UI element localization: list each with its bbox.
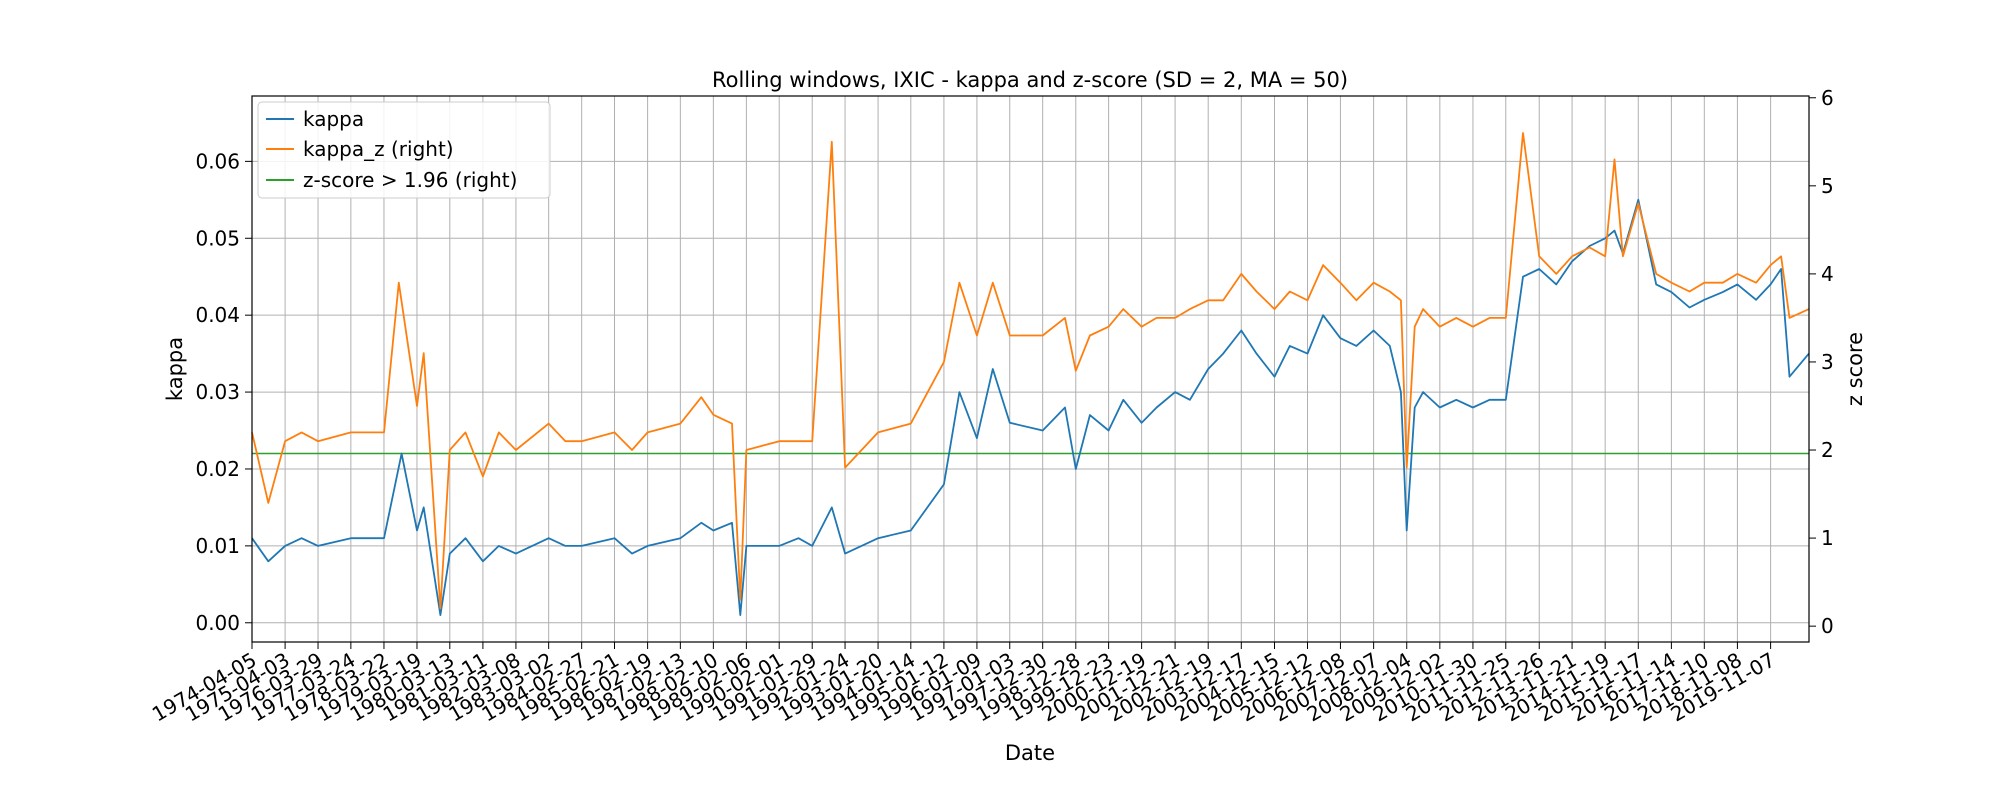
y-tick-label: 0.03 <box>195 380 240 404</box>
y-axis-label: kappa <box>163 337 187 401</box>
y-tick-label: 0.05 <box>195 226 240 250</box>
y2-tick-label: 4 <box>1821 262 1834 286</box>
y2-tick-label: 3 <box>1821 350 1834 374</box>
y2-tick-label: 2 <box>1821 438 1834 462</box>
series-layer <box>251 132 1810 616</box>
legend-label-kappa-z: kappa_z (right) <box>303 137 454 161</box>
legend: kappa kappa_z (right) z-score > 1.96 (ri… <box>257 101 551 199</box>
x-axis-label: Date <box>1005 741 1055 765</box>
legend-label-kappa: kappa <box>303 107 364 131</box>
plot-frame <box>251 95 1810 643</box>
legend-label-threshold: z-score > 1.96 (right) <box>303 168 517 192</box>
series-line-kappa_z <box>251 132 1810 610</box>
chart-title: Rolling windows, IXIC - kappa and z-scor… <box>712 68 1348 92</box>
x-axis-ticks: 1974-04-051975-04-031976-03-291977-03-24… <box>148 642 1779 726</box>
y-tick-label: 0.02 <box>195 457 240 481</box>
y-tick-label: 0.00 <box>195 611 240 635</box>
y2-axis-ticks: 0 1 2 3 4 5 6 <box>1809 86 1834 638</box>
y2-tick-label: 0 <box>1821 614 1834 638</box>
y-tick-label: 0.04 <box>195 303 240 327</box>
y2-tick-label: 6 <box>1821 86 1834 110</box>
series-line-kappa <box>251 198 1810 616</box>
y-axis-ticks: 0.00 0.01 0.02 0.03 0.04 0.05 0.06 <box>195 149 252 635</box>
legend-box <box>257 101 551 199</box>
y2-axis-label: z score <box>1843 332 1867 406</box>
y2-tick-label: 1 <box>1821 526 1834 550</box>
y2-tick-label: 5 <box>1821 174 1834 198</box>
y-tick-label: 0.06 <box>195 149 240 173</box>
y-tick-label: 0.01 <box>195 534 240 558</box>
